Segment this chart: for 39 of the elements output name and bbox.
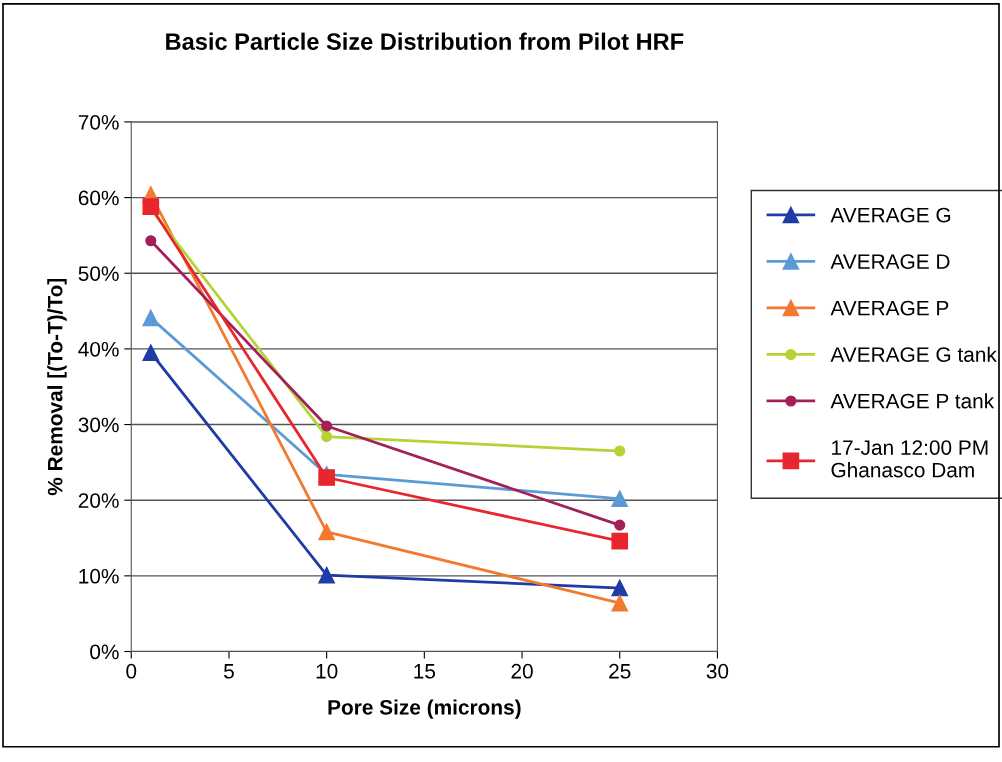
point: [142, 344, 160, 362]
legend-label: AVERAGE G: [830, 207, 951, 223]
y-tick-label: 20%: [78, 493, 119, 508]
y-tick-label: 40%: [78, 341, 119, 357]
y-tick-label: 0%: [90, 644, 119, 660]
point: [142, 198, 160, 215]
x-tick-label: 0: [126, 663, 137, 679]
x-axis-title: Pore Size (microns): [328, 699, 521, 719]
point: [145, 235, 157, 247]
y-axis-title: % Removal [(To-T)/To]: [47, 278, 67, 496]
point: [321, 420, 333, 432]
point: [318, 469, 335, 486]
x-tick-label: 20: [511, 663, 533, 679]
point: [611, 532, 629, 550]
point: [611, 579, 629, 597]
x-tick-label: 15: [414, 664, 436, 679]
y-tick-label: 60%: [78, 190, 119, 206]
chart-title: Basic Particle Size Distribution from Pilot HRF: [166, 32, 684, 50]
legend-label: AVERAGE D: [830, 254, 950, 269]
y-tick-label: 10%: [79, 568, 119, 584]
point: [611, 594, 629, 612]
legend-label: AVERAGE P: [830, 300, 949, 316]
x-tick-label: 10: [316, 663, 338, 679]
legend-label: AVERAGE G tank: [830, 346, 997, 362]
y-tick-label: 30%: [78, 417, 119, 433]
legend-label: 17-Jan 12:00 PM Ghanasco Dam: [831, 440, 988, 478]
point: [318, 523, 335, 541]
x-tick-label: 30: [706, 663, 729, 679]
point: [611, 490, 629, 508]
point: [614, 445, 626, 457]
point: [321, 431, 333, 443]
legend-label: AVERAGE P tank: [830, 393, 995, 409]
point: [614, 519, 626, 531]
x-tick-label: 5: [224, 664, 234, 679]
x-tick-label: 25: [609, 663, 631, 679]
y-tick-label: 50%: [78, 266, 119, 281]
point: [142, 309, 160, 327]
point: [318, 566, 335, 584]
y-tick-label: 70%: [78, 114, 119, 130]
